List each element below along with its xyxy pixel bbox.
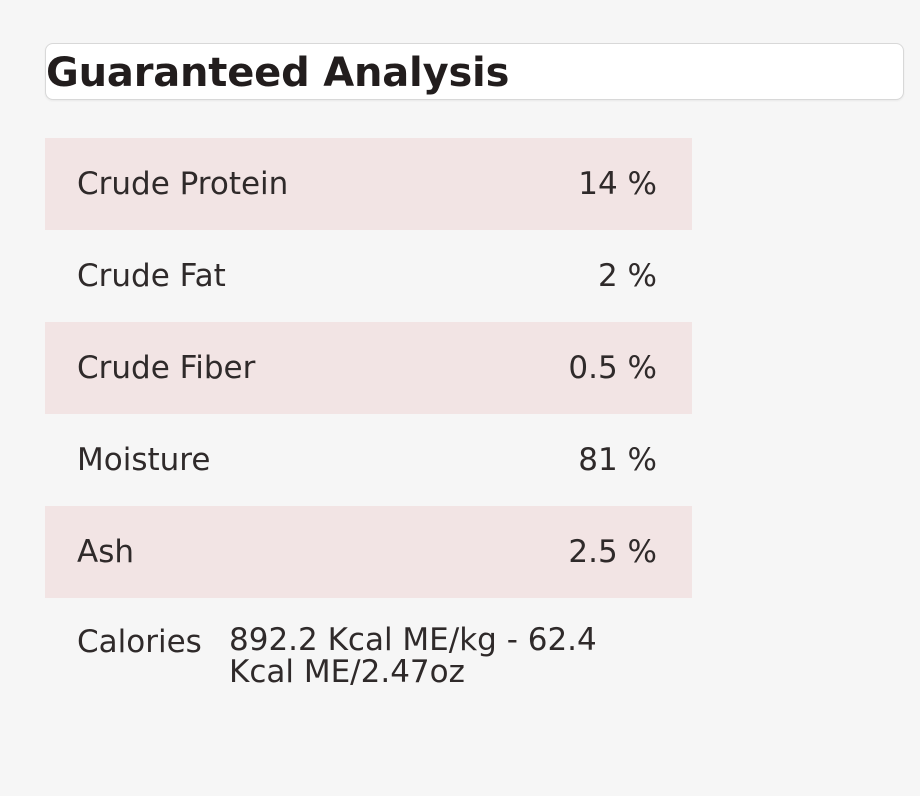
row-value: 2 % bbox=[597, 258, 657, 294]
analysis-table: Crude Protein 14 % Crude Fat 2 % Crude F… bbox=[45, 138, 692, 598]
row-label: Moisture bbox=[77, 442, 211, 478]
row-label: Crude Fat bbox=[77, 258, 226, 294]
table-row: Moisture 81 % bbox=[45, 414, 692, 506]
table-row: Ash 2.5 % bbox=[45, 506, 692, 598]
row-label: Crude Fiber bbox=[77, 350, 256, 386]
section-title-card: Guaranteed Analysis bbox=[45, 43, 904, 100]
table-row: Crude Fiber 0.5 % bbox=[45, 322, 692, 414]
row-label: Crude Protein bbox=[77, 166, 289, 202]
row-value: 2.5 % bbox=[568, 534, 657, 570]
table-row: Crude Protein 14 % bbox=[45, 138, 692, 230]
row-value: 14 % bbox=[578, 166, 657, 202]
table-row: Crude Fat 2 % bbox=[45, 230, 692, 322]
row-label: Ash bbox=[77, 534, 135, 570]
calories-row: Calories 892.2 Kcal ME/kg - 62.4 Kcal ME… bbox=[77, 624, 637, 688]
calories-value: 892.2 Kcal ME/kg - 62.4 Kcal ME/2.47oz bbox=[229, 622, 597, 690]
section-title: Guaranteed Analysis bbox=[46, 50, 510, 96]
row-value: 81 % bbox=[578, 442, 657, 478]
row-value: 0.5 % bbox=[568, 350, 657, 386]
calories-label: Calories bbox=[77, 624, 202, 660]
